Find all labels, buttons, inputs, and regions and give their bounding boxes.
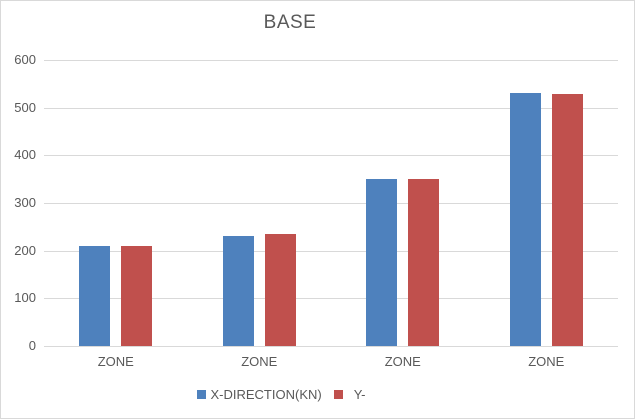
- bar-x-direction-zone-2[interactable]: [222, 235, 254, 346]
- bar-x-direction-zone-1[interactable]: [79, 245, 111, 346]
- x-axis-category-label: ZONE: [384, 354, 421, 369]
- plot-area: [44, 60, 618, 347]
- bar-y-direction-zone-2[interactable]: [264, 233, 296, 346]
- bar-x-direction-zone-4[interactable]: [509, 93, 541, 346]
- legend-swatch-icon: [333, 390, 343, 399]
- legend-swatch-icon: [197, 390, 207, 399]
- gridline: [44, 107, 618, 109]
- bar-y-direction-zone-1[interactable]: [121, 245, 153, 346]
- legend-label: X-DIRECTION(KN): [210, 387, 322, 402]
- y-axis-tick-label: 100: [14, 290, 36, 306]
- y-axis-tick-label: 300: [14, 195, 36, 210]
- bar-x-direction-zone-3[interactable]: [366, 178, 398, 346]
- gridline: [44, 203, 618, 204]
- y-axis-tick-label: 0: [28, 338, 36, 353]
- x-axis-category-label: ZONE: [241, 354, 278, 369]
- chart-title: BASE: [263, 12, 317, 33]
- gridline: [44, 346, 618, 347]
- bar-y-direction-zone-3[interactable]: [408, 178, 440, 346]
- x-axis-category-label: ZONE: [528, 354, 565, 369]
- gridline: [44, 155, 618, 157]
- gridline: [44, 298, 618, 300]
- y-axis-tick-label: 500: [14, 99, 36, 115]
- legend: X-DIRECTION(KN) Y-: [1, 387, 598, 402]
- legend-item-y-direction[interactable]: Y-: [333, 387, 366, 402]
- legend-label: Y-: [353, 387, 366, 402]
- y-axis-tick-label: 400: [14, 147, 36, 163]
- gridline: [44, 60, 618, 61]
- y-axis-tick-label: 200: [14, 242, 36, 258]
- gridline: [44, 250, 618, 252]
- legend-item-x-direction[interactable]: X-DIRECTION(KN): [197, 387, 322, 402]
- y-axis-tick-label: 600: [14, 52, 36, 67]
- x-axis-category-label: ZONE: [97, 354, 134, 369]
- bar-y-direction-zone-4[interactable]: [551, 94, 583, 346]
